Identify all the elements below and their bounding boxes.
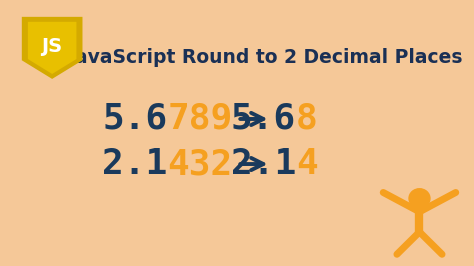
- Text: 2.1: 2.1: [231, 147, 296, 181]
- Text: 5.6: 5.6: [102, 102, 168, 136]
- Text: JS: JS: [42, 37, 63, 56]
- Polygon shape: [28, 22, 76, 74]
- Text: 789: 789: [168, 102, 233, 136]
- Text: JavaScript Round to 2 Decimal Places: JavaScript Round to 2 Decimal Places: [68, 48, 462, 67]
- Text: 4: 4: [296, 147, 318, 181]
- Text: 5.6: 5.6: [231, 102, 296, 136]
- Text: 432: 432: [168, 147, 233, 181]
- Polygon shape: [22, 17, 82, 79]
- Circle shape: [409, 189, 430, 208]
- Text: 2.1: 2.1: [102, 147, 168, 181]
- Text: 8: 8: [296, 102, 318, 136]
